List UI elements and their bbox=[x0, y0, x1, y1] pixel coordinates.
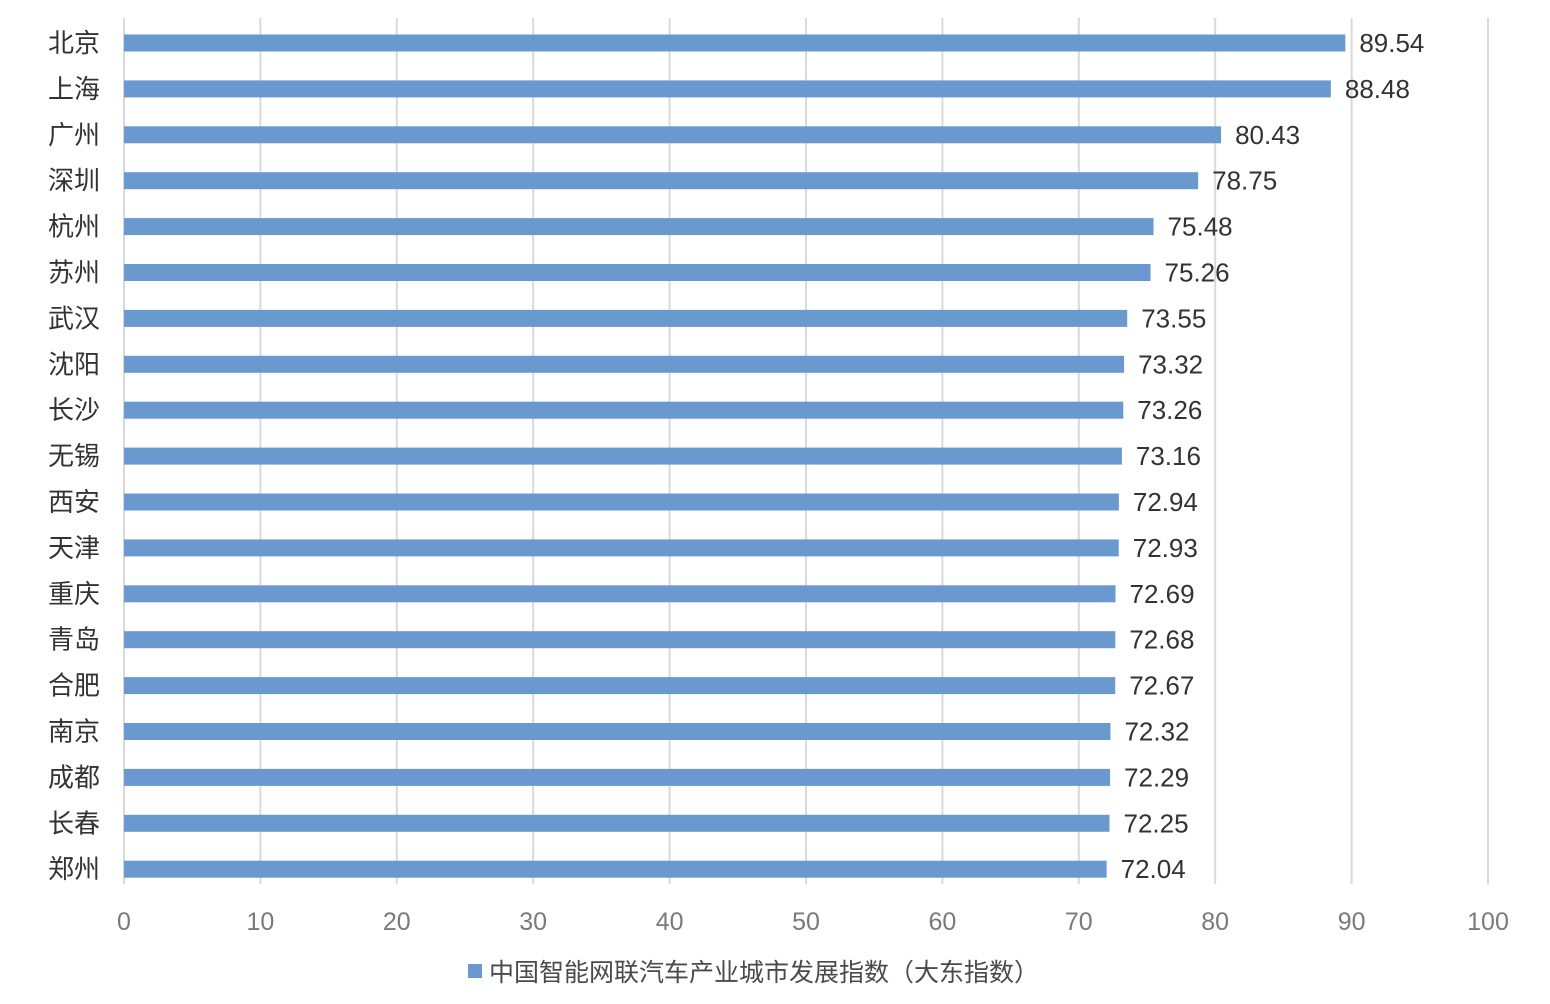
data-labels: 89.54 88.48 80.43 78.75 75.48 75.26 73.55 73.32… bbox=[1121, 28, 1425, 884]
x-tick-label: 100 bbox=[1467, 908, 1509, 936]
data-label: 80.43 bbox=[1235, 120, 1300, 150]
category-label: 长沙 bbox=[48, 396, 100, 426]
bar bbox=[124, 447, 1122, 465]
x-axis-tick-labels: 0 10 20 30 40 50 60 70 80 90 100 bbox=[117, 908, 1509, 936]
category-label: 郑州 bbox=[48, 855, 100, 885]
bar bbox=[124, 355, 1125, 373]
data-label: 72.04 bbox=[1121, 854, 1186, 884]
x-tick-label: 70 bbox=[1065, 908, 1093, 936]
x-tick-label: 0 bbox=[117, 908, 131, 936]
data-label: 72.25 bbox=[1123, 808, 1188, 838]
bar bbox=[124, 677, 1116, 695]
bar bbox=[124, 539, 1119, 557]
data-label: 72.69 bbox=[1129, 579, 1194, 609]
category-label: 广州 bbox=[48, 121, 100, 151]
data-label: 78.75 bbox=[1212, 166, 1277, 196]
data-label: 73.26 bbox=[1137, 395, 1202, 425]
bar bbox=[124, 264, 1151, 281]
bar bbox=[124, 172, 1199, 190]
bar bbox=[124, 585, 1116, 603]
category-label: 武汉 bbox=[48, 304, 100, 334]
bar bbox=[124, 309, 1128, 327]
category-label: 杭州 bbox=[48, 213, 100, 243]
data-label: 73.55 bbox=[1141, 303, 1206, 333]
bar bbox=[124, 34, 1346, 52]
category-label: 北京 bbox=[48, 29, 100, 59]
bar bbox=[124, 126, 1222, 144]
data-label: 72.93 bbox=[1133, 533, 1198, 563]
x-tick-label: 10 bbox=[246, 908, 274, 936]
bar bbox=[124, 768, 1111, 786]
category-label: 沈阳 bbox=[48, 350, 100, 380]
x-tick-label: 30 bbox=[519, 908, 547, 936]
bars bbox=[124, 34, 1346, 878]
data-label: 75.48 bbox=[1168, 212, 1233, 242]
category-label: 重庆 bbox=[48, 580, 100, 610]
category-label: 西安 bbox=[48, 488, 100, 518]
category-label: 深圳 bbox=[48, 167, 100, 197]
data-label: 88.48 bbox=[1345, 74, 1410, 104]
bar bbox=[124, 814, 1110, 832]
legend: 中国智能网联汽车产业城市发展指数（大东指数） bbox=[468, 958, 1039, 987]
category-label: 上海 bbox=[48, 75, 100, 105]
bar bbox=[124, 401, 1124, 419]
legend-swatch bbox=[468, 964, 482, 978]
x-tick-label: 90 bbox=[1338, 908, 1366, 936]
x-tick-label: 20 bbox=[383, 908, 411, 936]
bar bbox=[124, 723, 1111, 740]
category-label: 青岛 bbox=[48, 626, 100, 656]
legend-label: 中国智能网联汽车产业城市发展指数（大东指数） bbox=[489, 958, 1039, 987]
bar bbox=[124, 860, 1107, 878]
data-label: 72.67 bbox=[1129, 671, 1194, 701]
data-label: 73.16 bbox=[1136, 441, 1201, 471]
bar bbox=[124, 80, 1331, 98]
category-label: 长春 bbox=[48, 809, 100, 839]
bar bbox=[124, 631, 1116, 649]
x-tick-label: 60 bbox=[928, 908, 956, 936]
x-tick-label: 80 bbox=[1201, 908, 1229, 936]
category-label: 合肥 bbox=[48, 672, 100, 702]
data-label: 72.32 bbox=[1124, 717, 1189, 747]
data-label: 89.54 bbox=[1359, 28, 1424, 58]
data-label: 72.29 bbox=[1124, 762, 1189, 792]
category-label: 苏州 bbox=[48, 259, 100, 289]
bar bbox=[124, 218, 1154, 236]
data-label: 72.94 bbox=[1133, 487, 1198, 517]
category-label: 成都 bbox=[48, 763, 100, 793]
x-tick-label: 50 bbox=[792, 908, 820, 936]
bar bbox=[124, 493, 1119, 511]
category-label: 天津 bbox=[48, 534, 100, 564]
category-label: 无锡 bbox=[48, 442, 100, 472]
data-label: 75.26 bbox=[1165, 258, 1230, 288]
data-label: 72.68 bbox=[1129, 625, 1194, 655]
x-tick-label: 40 bbox=[656, 908, 684, 936]
category-label: 南京 bbox=[48, 718, 100, 748]
data-label: 73.32 bbox=[1138, 349, 1203, 379]
